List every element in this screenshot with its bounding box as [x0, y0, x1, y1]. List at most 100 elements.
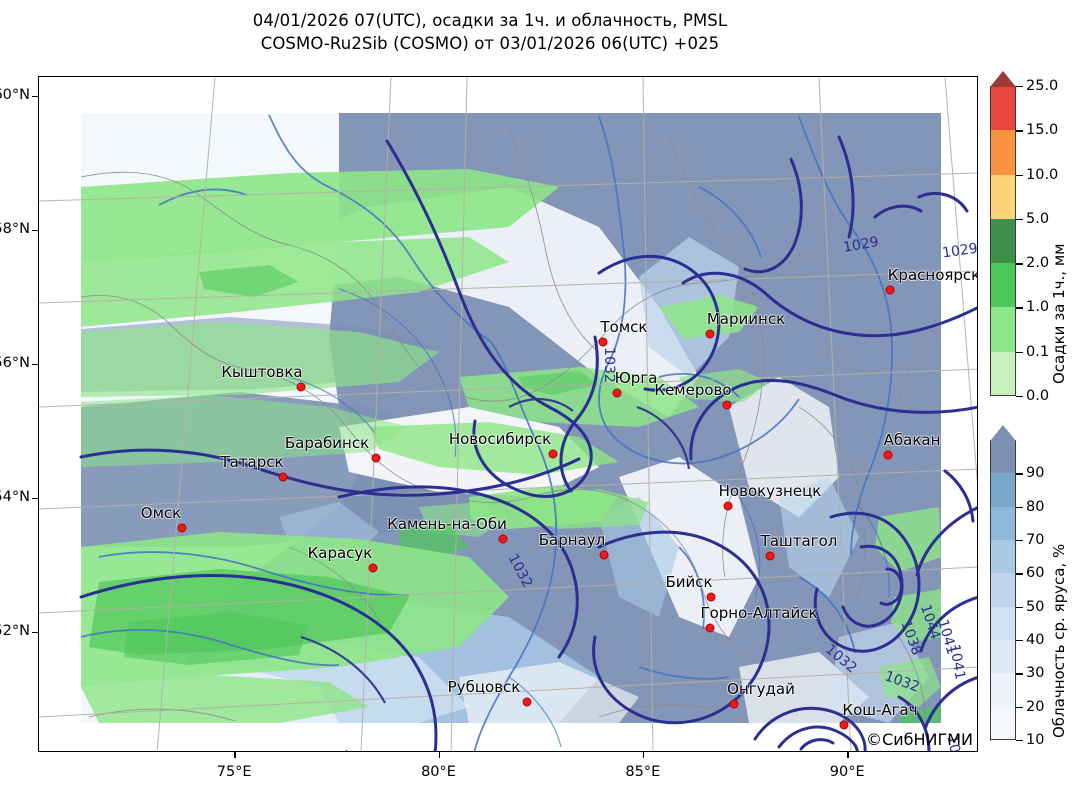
city-marker-dot[interactable] — [368, 563, 378, 573]
city-label: Онгудай — [727, 680, 795, 698]
colorbar-segment — [990, 673, 1016, 707]
city-label: Красноярск — [887, 266, 978, 284]
y-axis-tick-mark — [32, 96, 38, 98]
colorbar-tick-label: 60 — [1026, 565, 1045, 582]
colorbar-segment — [990, 351, 1016, 396]
colorbar-under-arrow — [990, 740, 1018, 756]
city-marker-dot[interactable] — [548, 449, 558, 459]
colorbar-segment — [990, 218, 1016, 264]
city-marker-dot[interactable] — [598, 337, 608, 347]
copyright-watermark: ©СибНИГМИ — [866, 730, 973, 749]
city-label: Таштагол — [760, 532, 838, 550]
cloud-colorbar-title: Облачность ср. яруса, % — [1050, 543, 1068, 738]
y-axis-tick-mark — [32, 363, 38, 366]
city-marker-dot[interactable] — [885, 285, 895, 295]
colorbar-tick-mark — [1016, 396, 1023, 398]
colorbar-tick-label: 5.0 — [1026, 210, 1050, 227]
colorbar-tick-mark — [1016, 307, 1023, 309]
colorbar-tick-label: 40 — [1026, 632, 1045, 648]
colorbar-tick-mark — [1016, 473, 1023, 475]
colorbar-tick-label: 90 — [1026, 465, 1045, 482]
city-marker-dot[interactable] — [522, 697, 532, 707]
colorbar-segment — [990, 174, 1016, 219]
colorbar-tick-label: 10.0 — [1026, 166, 1059, 183]
city-label: Барабинск — [284, 434, 370, 452]
x-axis-tick-mark — [642, 752, 645, 758]
x-axis-tick-mark — [234, 752, 236, 758]
x-axis-tick-label: 85°E — [625, 764, 661, 780]
colorbar-tick-mark — [1016, 640, 1023, 642]
colorbar-tick-mark — [1016, 540, 1023, 542]
city-label: Карасук — [307, 544, 373, 562]
colorbar-segment — [990, 506, 1016, 540]
city-marker-dot[interactable] — [599, 550, 609, 560]
x-axis-tick-label: 80°E — [421, 764, 456, 780]
y-axis-tick-label: 58°N — [0, 220, 30, 237]
colorbar-tick-label: 0.0 — [1026, 388, 1050, 404]
city-label: Кыштовка — [221, 363, 303, 381]
city-label: Татарск — [220, 453, 284, 471]
colorbar-tick-label: 50 — [1026, 598, 1045, 615]
city-marker-dot[interactable] — [612, 388, 622, 398]
city-label: Барнаул — [538, 531, 606, 549]
colorbar-segment — [990, 473, 1016, 507]
colorbar-tick-label: 1.0 — [1026, 299, 1050, 316]
map-canvas — [39, 77, 977, 751]
title-line-1: 04/01/2026 07(UTC), осадки за 1ч. и обла… — [252, 11, 728, 30]
y-axis-tick-mark — [32, 497, 38, 500]
city-marker-dot[interactable] — [723, 501, 733, 511]
colorbar-tick-label: 70 — [1026, 532, 1045, 548]
colorbar-tick-label: 2.0 — [1026, 255, 1050, 272]
colorbar-tick-label: 15.0 — [1026, 122, 1059, 139]
city-marker-dot[interactable] — [883, 450, 893, 460]
city-marker-dot[interactable] — [839, 720, 849, 730]
map-plot-area[interactable]: 1029102910321032102910321032103810441041… — [38, 76, 978, 752]
colorbar-cloud-cover[interactable]: 10 20 30 40 50 60 70 80 90 Облачность ср. яруса,… — [990, 425, 1070, 760]
colorbar-precipitation[interactable]: 0.0 0.1 1.0 2.0 5.0 10.0 15.0 25.0 Осадки за 1ч… — [990, 71, 1070, 416]
colorbar-tick-mark — [1016, 740, 1023, 742]
city-marker-dot[interactable] — [705, 329, 715, 339]
colorbar-segment — [990, 606, 1016, 640]
y-axis-tick-label: 52°N — [0, 622, 30, 639]
city-marker-dot[interactable] — [177, 523, 187, 533]
colorbar-tick-label: 30 — [1026, 665, 1045, 682]
city-marker-dot[interactable] — [722, 400, 732, 410]
colorbar-segment — [990, 130, 1016, 175]
city-marker-dot[interactable] — [705, 623, 715, 633]
colorbar-tick-mark — [1016, 673, 1023, 675]
city-label: Кемерово — [654, 381, 732, 399]
chart-title-block: 04/01/2026 07(UTC), осадки за 1ч. и обла… — [0, 10, 980, 56]
colorbar-segment — [990, 540, 1016, 574]
city-label: Новосибирск — [448, 430, 552, 448]
city-label: Кош-Агач — [842, 701, 918, 719]
city-marker-dot[interactable] — [278, 472, 288, 482]
colorbar-tick-mark — [1016, 130, 1023, 132]
colorbar-segment — [990, 86, 1016, 131]
colorbar-segment — [990, 640, 1016, 674]
colorbar-tick-mark — [1016, 351, 1023, 354]
colorbar-segment — [990, 573, 1016, 607]
y-axis-tick-mark — [32, 631, 38, 633]
city-marker-dot[interactable] — [729, 699, 739, 709]
city-label: Омск — [140, 504, 182, 522]
colorbar-tick-label: 0.1 — [1026, 343, 1050, 360]
title-line-2: COSMO-Ru2Sib (COSMO) от 03/01/2026 06(UT… — [260, 33, 720, 53]
x-axis-tick-label: 90°E — [829, 764, 865, 780]
city-marker-dot[interactable] — [296, 382, 306, 392]
colorbar-over-arrow — [990, 71, 1016, 87]
city-label: Юрга — [614, 369, 658, 387]
city-label: Рубцовск — [447, 678, 521, 696]
city-label: Томск — [600, 318, 648, 336]
y-axis-tick-label: 60°N — [0, 87, 30, 104]
city-label: Горно-Алтайск — [700, 604, 818, 622]
city-label: Мариинск — [706, 310, 786, 328]
colorbar-tick-mark — [1016, 573, 1023, 575]
precip-colorbar-body: 0.0 0.1 1.0 2.0 5.0 10.0 15.0 25.0 — [990, 71, 1058, 404]
city-marker-dot[interactable] — [765, 551, 775, 561]
x-axis-tick-label: 75°E — [216, 764, 252, 780]
city-marker-dot[interactable] — [371, 453, 381, 463]
colorbar-tick-label: 20 — [1026, 698, 1045, 715]
y-axis-tick-label: 56°N — [0, 354, 30, 371]
city-marker-dot[interactable] — [706, 592, 716, 602]
city-marker-dot[interactable] — [498, 534, 508, 544]
